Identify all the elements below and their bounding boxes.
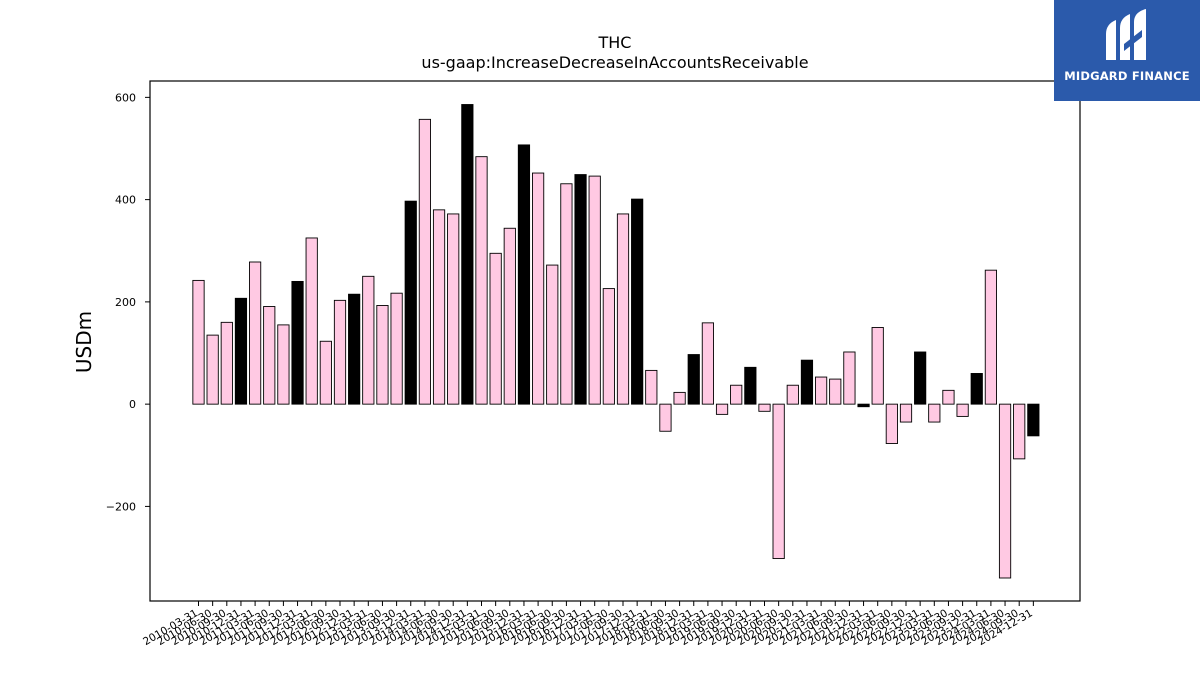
bar-2014-09-30 xyxy=(447,213,460,405)
bar-2015-09-30 xyxy=(503,227,516,405)
midgard-m-icon xyxy=(1106,9,1146,60)
bar-2018-12-31 xyxy=(687,354,700,405)
bar-2020-03-31 xyxy=(758,403,771,412)
bar-2013-12-31 xyxy=(404,200,417,405)
y-tick-label: 200 xyxy=(115,296,136,309)
bar-2019-09-30 xyxy=(730,384,743,405)
bar-2019-06-30 xyxy=(715,403,729,415)
bar-2024-03-31 xyxy=(984,269,998,405)
bar-2016-06-30 xyxy=(546,264,559,405)
chart-subtitle: us-gaap:IncreaseDecreaseInAccountsReceiv… xyxy=(421,53,808,72)
bar-2016-09-30 xyxy=(560,183,573,405)
bar-2024-12-31 xyxy=(1027,403,1040,437)
bar-2014-12-31 xyxy=(461,104,474,405)
y-axis-label: USDm xyxy=(72,311,96,373)
bar-2013-09-30 xyxy=(390,292,403,405)
bar-2021-09-30 xyxy=(843,351,856,405)
brand-logo: MIDGARD FINANCE xyxy=(1054,0,1200,101)
bar-2018-09-30 xyxy=(673,391,686,405)
y-tick-label: 600 xyxy=(115,91,136,104)
bar-2023-12-31 xyxy=(970,373,983,405)
bar-2012-09-30 xyxy=(333,299,347,405)
bar-2013-03-31 xyxy=(362,275,375,405)
bar-2020-09-30 xyxy=(786,384,799,405)
y-tick-label: 0 xyxy=(129,398,136,411)
bar-2020-06-30 xyxy=(772,403,785,560)
bar-2013-06-30 xyxy=(376,305,389,405)
bar-2021-12-31 xyxy=(857,403,870,408)
bar-2017-03-31 xyxy=(588,175,601,405)
bar-2015-03-31 xyxy=(475,156,488,405)
bar-2012-03-31 xyxy=(305,237,318,405)
bar-2021-06-30 xyxy=(829,378,842,405)
bar-2024-06-30 xyxy=(998,403,1012,579)
bar-2017-12-31 xyxy=(631,198,644,405)
y-tick-label: 400 xyxy=(115,194,136,207)
bar-2012-12-31 xyxy=(348,293,361,405)
y-axis-ticks: −200 0 200 400 600 xyxy=(106,91,150,513)
bar-2017-06-30 xyxy=(602,288,615,405)
bar-2015-06-30 xyxy=(489,252,502,405)
bar-2023-09-30 xyxy=(956,403,969,417)
bar-2020-12-31 xyxy=(800,359,814,405)
bar-2010-06-30 xyxy=(206,334,219,405)
bar-2018-06-30 xyxy=(659,403,672,432)
bar-2022-12-31 xyxy=(914,351,927,405)
bar-2022-03-31 xyxy=(871,327,884,405)
bar-2015-12-31 xyxy=(517,144,531,405)
bar-2023-03-31 xyxy=(928,403,941,423)
bar-2022-09-30 xyxy=(899,403,913,423)
bar-2010-09-30 xyxy=(220,321,233,405)
chart-title: THC xyxy=(598,33,632,52)
x-axis-ticks: 2010-03-312010-06-302010-09-302010-12-31… xyxy=(141,601,1035,648)
bar-2024-09-30 xyxy=(1013,403,1026,460)
bar-2017-09-30 xyxy=(616,213,630,405)
bar-2016-12-31 xyxy=(574,174,587,405)
bar-2014-03-31 xyxy=(418,118,432,405)
bar-2010-12-31 xyxy=(234,297,248,405)
bar-2023-06-30 xyxy=(942,389,955,405)
bar-2011-12-31 xyxy=(291,280,304,405)
bar-2011-03-31 xyxy=(248,261,262,405)
brand-name: MIDGARD FINANCE xyxy=(1064,69,1190,83)
plot-frame xyxy=(149,80,1081,602)
bar-2010-03-31 xyxy=(192,279,205,405)
bar-2019-12-31 xyxy=(744,366,757,405)
bar-2018-03-31 xyxy=(645,369,658,405)
bar-2019-03-31 xyxy=(701,322,715,405)
bar-2011-06-30 xyxy=(263,306,276,405)
bar-2016-03-31 xyxy=(532,172,545,405)
bar-2011-09-30 xyxy=(277,324,290,405)
bar-2012-06-30 xyxy=(319,340,332,405)
y-tick-label: −200 xyxy=(106,500,136,513)
bars-group xyxy=(192,104,1040,579)
bar-2022-06-30 xyxy=(885,403,898,444)
bar-2021-03-31 xyxy=(815,376,828,405)
bar-2014-06-30 xyxy=(432,209,446,405)
